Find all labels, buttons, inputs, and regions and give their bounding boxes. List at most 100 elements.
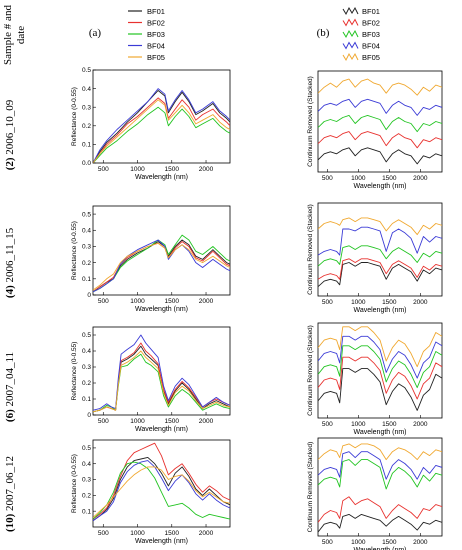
legend-swatch	[342, 18, 359, 27]
legend-label: BF05	[362, 53, 380, 62]
series-line	[318, 513, 442, 533]
y-axis-label: Reflectance (0-0.55)	[71, 342, 78, 401]
x-tick-label: 2000	[413, 175, 428, 182]
plot-frame	[92, 439, 231, 528]
legend-label: BF03	[362, 30, 380, 39]
legend-label: BF02	[362, 19, 380, 28]
x-tick-label: 1000	[130, 166, 145, 173]
row-label: (6) 2007_04_11	[4, 352, 16, 422]
x-tick-label: 500	[322, 421, 333, 428]
x-tick-label: 1500	[165, 298, 180, 305]
x-axis-label: Wavelength (nm)	[353, 307, 406, 314]
x-tick-label: 500	[98, 418, 109, 425]
x-tick-label: 500	[98, 530, 109, 537]
chart-panel: 500 1000 1500 2000 Wavelength (nm) Continuum …	[307, 202, 443, 314]
series-line	[93, 334, 230, 411]
row-labels: (2) 2006_10_09 (4) 2006_11_15 (6) 2007_04_…	[4, 99, 16, 532]
chart-panel: 500 1000 1500 2000 Wavelength (nm) Continuum …	[307, 322, 443, 436]
chart-panel: 500 1000 1500 2000 0.0 0.1 0.2 0.3 0.4 0.5 Wavelen…	[71, 67, 231, 181]
legend-label: BF02	[147, 19, 165, 28]
x-tick-label: 500	[322, 539, 333, 546]
series-line	[318, 368, 442, 411]
series-line	[318, 459, 442, 490]
series-line	[318, 226, 442, 256]
chart-panel: 500 1000 1500 2000 0 0.1 0.2 0.3 0.4 0.5 Wavelengt…	[71, 326, 231, 433]
series-line	[93, 350, 230, 413]
row-label: (4) 2006_11_15	[4, 227, 16, 298]
sample-label-line2: date	[15, 26, 27, 44]
x-tick-label: 1500	[165, 530, 180, 537]
y-tick-label: 0.3	[82, 477, 91, 484]
x-tick-label: 500	[322, 299, 333, 306]
legend-label: BF04	[362, 42, 380, 51]
x-tick-label: 1500	[382, 539, 397, 546]
y-tick-label: 0	[87, 412, 91, 419]
y-tick-label: 0.4	[82, 348, 91, 355]
y-tick-label: 0	[87, 292, 91, 299]
y-axis-label: Continuum Removed (Stacked)	[307, 442, 314, 533]
y-tick-label: 0.2	[82, 380, 91, 387]
y-tick-label: 0.1	[82, 396, 91, 403]
chart-panel: 500 1000 1500 2000 Wavelength (nm) Continuum …	[307, 70, 443, 190]
column-a-label: (a)	[89, 27, 102, 39]
y-tick-label: 0.5	[82, 67, 91, 74]
series-line	[318, 451, 442, 480]
legend-label: BF04	[147, 42, 165, 51]
x-axis-label: Wavelength (nm)	[135, 426, 188, 433]
x-tick-label: 1000	[351, 539, 366, 546]
x-tick-label: 1000	[351, 421, 366, 428]
y-tick-label: 0.2	[82, 260, 91, 267]
plot-frame	[92, 205, 231, 296]
series-line	[93, 99, 230, 163]
x-tick-label: 500	[98, 298, 109, 305]
series-line	[318, 114, 442, 133]
x-axis-label: Wavelength (nm)	[353, 429, 406, 436]
chart-panel: 500 1000 1500 2000 0.1 0.2 0.3 0.4 0.5 Wavelength…	[71, 439, 231, 545]
series-line	[93, 106, 230, 163]
y-tick-label: 0.4	[82, 227, 91, 234]
series-line	[318, 356, 442, 400]
plot-frame	[317, 70, 443, 173]
series-line	[318, 78, 442, 96]
y-tick-label: 0.2	[82, 123, 91, 130]
y-tick-label: 0.1	[82, 142, 91, 149]
series-line	[93, 461, 230, 520]
series-line	[93, 456, 230, 522]
y-tick-label: 0.5	[82, 445, 91, 452]
series-line	[318, 217, 442, 236]
series-line	[318, 147, 442, 165]
column-b-label: (b)	[317, 27, 330, 39]
x-tick-label: 1500	[382, 175, 397, 182]
legend-label: BF01	[362, 7, 380, 16]
series-line	[318, 496, 442, 523]
series-line	[318, 245, 442, 267]
x-tick-label: 1000	[130, 298, 145, 305]
chart-panel: 500 1000 1500 2000 Wavelength (nm) Continuum …	[307, 437, 443, 550]
x-tick-label: 1000	[130, 418, 145, 425]
figure-header: Sample # and date (a) (b)	[2, 5, 330, 65]
plot-frame	[317, 437, 443, 537]
x-tick-label: 1500	[382, 421, 397, 428]
series-line	[318, 345, 442, 389]
y-tick-label: 0.3	[82, 104, 91, 111]
series-line	[93, 442, 230, 520]
legend-swatch	[342, 29, 359, 39]
y-tick-label: 0.3	[82, 244, 91, 251]
x-tick-label: 1000	[351, 299, 366, 306]
x-tick-label: 2000	[413, 539, 428, 546]
x-tick-label: 2000	[199, 298, 214, 305]
chart-panels: 500 1000 1500 2000 0.0 0.1 0.2 0.3 0.4 0.5 Wavelen…	[71, 67, 443, 550]
x-tick-label: 2000	[199, 166, 214, 173]
series-line	[318, 98, 442, 116]
x-tick-label: 500	[322, 175, 333, 182]
x-tick-label: 500	[98, 166, 109, 173]
y-tick-label: 0.1	[82, 276, 91, 283]
x-tick-label: 1000	[351, 175, 366, 182]
series-line	[93, 242, 230, 291]
legend-swatch	[342, 6, 359, 16]
series-line	[93, 90, 230, 163]
x-tick-label: 1500	[165, 418, 180, 425]
chart-panel: 500 1000 1500 2000 0 0.1 0.2 0.3 0.4 0.5 Wavelengt…	[71, 205, 231, 313]
series-line	[318, 258, 442, 280]
